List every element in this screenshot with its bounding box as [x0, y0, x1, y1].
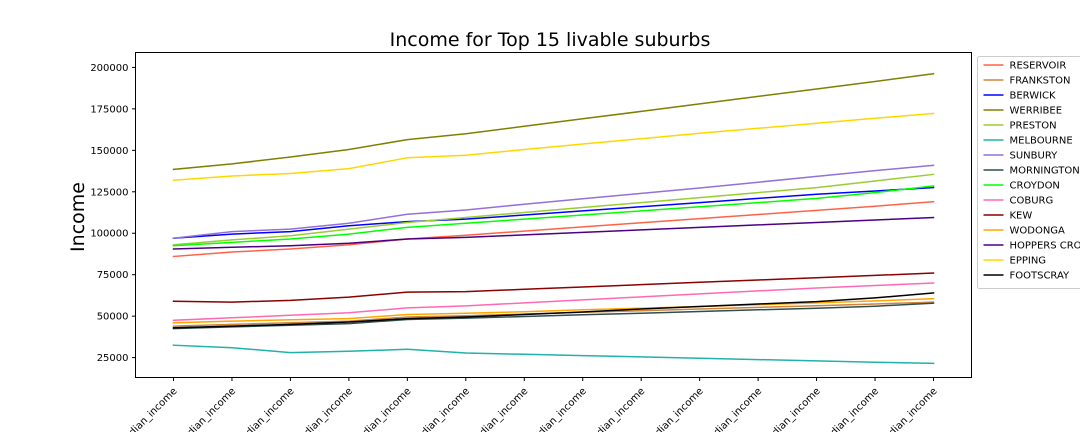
legend-label: EPPING	[1010, 256, 1047, 267]
x-tick-label: median_income	[817, 386, 881, 432]
series-line-sunbury	[172, 164, 935, 240]
series-layer	[172, 72, 935, 365]
y-tick-label: 150000	[90, 146, 128, 157]
legend-label: KEW	[1010, 211, 1033, 222]
legend-label: BERWICK	[1010, 91, 1057, 102]
y-tick-label: 100000	[90, 229, 128, 240]
x-tick-label: median_income	[525, 386, 589, 432]
legend-label: FOOTSCRAY	[1010, 271, 1071, 282]
x-tick-label: median_income	[642, 386, 706, 432]
x-tick-label: median_income	[350, 386, 414, 432]
series-line-epping	[172, 112, 935, 182]
series-line-footscray	[172, 292, 935, 329]
legend-label: MORNINGTON	[1010, 166, 1080, 177]
series-line-wodonga	[172, 297, 935, 324]
y-tick-label: 175000	[90, 104, 128, 115]
legend-label: WODONGA	[1010, 226, 1066, 237]
chart-title: Income for Top 15 livable suburbs	[390, 29, 711, 51]
x-tick-label: median_income	[291, 386, 355, 432]
plot-frame	[135, 52, 972, 378]
series-line-melbourne	[172, 344, 935, 365]
legend-label: COBURG	[1010, 196, 1054, 207]
x-tick-label: median_income	[876, 386, 940, 432]
x-tick-label: median_income	[584, 386, 648, 432]
x-tick-label: median_income	[174, 386, 238, 432]
x-tick-label: median_income	[759, 386, 823, 432]
series-line-mornington	[172, 302, 935, 330]
y-tick-label: 50000	[97, 312, 129, 323]
y-axis-label: Income	[67, 182, 89, 252]
legend-label: SUNBURY	[1010, 151, 1059, 162]
series-line-kew	[172, 272, 935, 303]
legend-label: HOPPERS CRO	[1010, 241, 1080, 252]
legend-label: FRANKSTON	[1010, 76, 1071, 87]
y-tick-label: 25000	[97, 353, 129, 364]
series-line-coburg	[172, 282, 935, 322]
series-line-reservoir	[172, 200, 935, 258]
x-tick-label: median_income	[116, 386, 180, 432]
legend-label: RESERVOIR	[1010, 61, 1067, 72]
series-line-werribee	[172, 72, 935, 171]
legend-label: CROYDON	[1010, 181, 1060, 192]
legend-label: MELBOURNE	[1010, 136, 1073, 147]
series-line-croydon	[172, 185, 935, 247]
x-tick-label: median_income	[701, 386, 765, 432]
y-tick-label: 200000	[90, 63, 128, 74]
legend-label: WERRIBEE	[1010, 106, 1063, 117]
x-tick-label: median_income	[467, 386, 531, 432]
series-line-preston	[172, 173, 935, 246]
series-line-frankston	[172, 301, 935, 327]
legend: RESERVOIR FRANKSTON BERWICK WERRIBEE PRESTON…	[977, 56, 1080, 289]
x-tick-label: median_income	[408, 386, 472, 432]
y-tick-label: 75000	[97, 270, 129, 281]
y-tick-label: 125000	[90, 187, 128, 198]
series-line-berwick	[172, 186, 935, 240]
x-tick-label: median_income	[233, 386, 297, 432]
legend-label: PRESTON	[1010, 121, 1057, 132]
series-line-hoppers-cro	[172, 216, 935, 250]
